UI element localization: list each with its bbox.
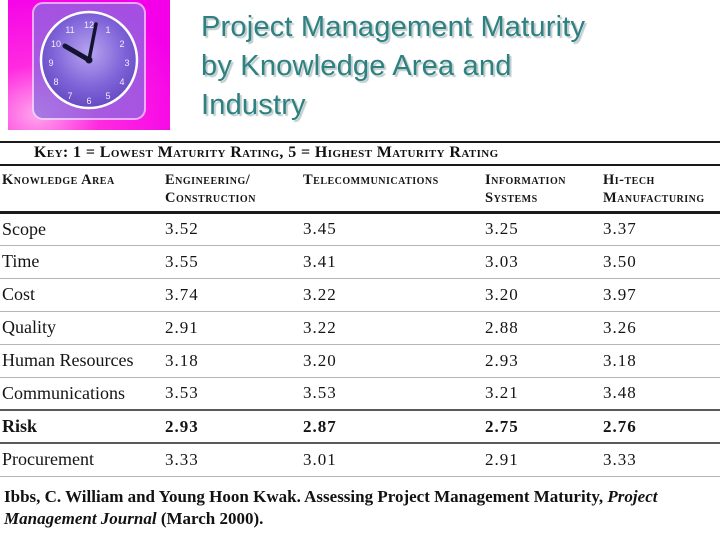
cell-value: 3.52	[163, 212, 301, 246]
row-label: Human Resources	[0, 344, 163, 378]
citation-journal-name: Project Management Journal	[4, 487, 658, 528]
svg-text:6: 6	[86, 96, 91, 106]
row-label: Communications	[0, 377, 163, 411]
title-line-2: by Knowledge Area and	[201, 50, 512, 82]
svg-text:3: 3	[124, 58, 129, 68]
cell-value: 2.76	[601, 409, 720, 444]
cell-value: 3.20	[483, 278, 601, 312]
citation-article-title: Assessing Project Management Maturity,	[304, 487, 604, 506]
row-label: Scope	[0, 212, 163, 246]
cell-value: 3.25	[483, 212, 601, 246]
svg-text:5: 5	[105, 91, 110, 101]
col-header-telecommunications: Telecommunications	[301, 167, 483, 214]
table-row-risk: Risk 2.93 2.87 2.75 2.76	[0, 409, 720, 444]
row-label: Cost	[0, 278, 163, 312]
cell-value: 3.48	[601, 377, 720, 411]
cell-value: 3.20	[301, 344, 483, 378]
table-row-time: Time 3.55 3.41 3.03 3.50	[0, 245, 720, 279]
cell-value: 3.33	[163, 443, 301, 477]
cell-value: 2.87	[301, 409, 483, 444]
table-row-communications: Communications 3.53 3.53 3.21 3.48	[0, 377, 720, 411]
citation-authors: Ibbs, C. William and Young Hoon Kwak.	[4, 487, 301, 506]
page-title: Project Management Maturity by Knowledge…	[201, 8, 711, 125]
cell-value: 2.75	[483, 409, 601, 444]
cell-value: 2.93	[163, 409, 301, 444]
cell-value: 2.91	[163, 311, 301, 345]
svg-text:10: 10	[51, 39, 61, 49]
title-line-1: Project Management Maturity	[201, 11, 586, 43]
table-row-scope: Scope 3.52 3.45 3.25 3.37	[0, 212, 720, 246]
clock-icon: 12 1 2 3 4 5 6 7 8 9 10 11	[8, 0, 170, 130]
row-label: Procurement	[0, 443, 163, 477]
col-header-hitech-manufacturing: Hi-tech Manufacturing	[601, 167, 720, 214]
title-line-3: Industry	[201, 89, 306, 121]
citation-date: (March 2000).	[160, 509, 264, 528]
clock-image: 12 1 2 3 4 5 6 7 8 9 10 11	[8, 0, 170, 130]
col-header-information-systems: Information Systems	[483, 167, 601, 214]
svg-text:1: 1	[105, 25, 110, 35]
cell-value: 3.45	[301, 212, 483, 246]
cell-value: 3.18	[163, 344, 301, 378]
table-row-procurement: Procurement 3.33 3.01 2.91 3.33	[0, 443, 720, 477]
maturity-table: Knowledge Area Engineering/ Construction…	[0, 167, 720, 477]
cell-value: 3.53	[301, 377, 483, 411]
col-header-engineering-construction: Engineering/ Construction	[163, 167, 301, 214]
svg-text:12: 12	[84, 20, 94, 30]
cell-value: 3.97	[601, 278, 720, 312]
col-header-knowledge-area: Knowledge Area	[0, 167, 163, 214]
cell-value: 3.22	[301, 278, 483, 312]
row-label: Risk	[0, 409, 163, 444]
svg-text:9: 9	[48, 58, 53, 68]
row-label: Time	[0, 245, 163, 279]
svg-text:2: 2	[119, 39, 124, 49]
cell-value: 2.93	[483, 344, 601, 378]
svg-text:8: 8	[53, 77, 58, 87]
cell-value: 3.18	[601, 344, 720, 378]
svg-text:7: 7	[67, 91, 72, 101]
citation: Ibbs, C. William and Young Hoon Kwak. As…	[4, 486, 712, 530]
cell-value: 3.41	[301, 245, 483, 279]
svg-text:11: 11	[65, 25, 74, 35]
cell-value: 3.03	[483, 245, 601, 279]
cell-value: 2.91	[483, 443, 601, 477]
cell-value: 3.74	[163, 278, 301, 312]
rating-key: Key: 1 = Lowest Maturity Rating, 5 = Hig…	[0, 141, 720, 166]
cell-value: 2.88	[483, 311, 601, 345]
table-row-cost: Cost 3.74 3.22 3.20 3.97	[0, 278, 720, 312]
cell-value: 3.50	[601, 245, 720, 279]
svg-text:4: 4	[119, 77, 124, 87]
cell-value: 3.22	[301, 311, 483, 345]
cell-value: 3.55	[163, 245, 301, 279]
table-row-human-resources: Human Resources 3.18 3.20 2.93 3.18	[0, 344, 720, 378]
cell-value: 3.33	[601, 443, 720, 477]
row-label: Quality	[0, 311, 163, 345]
cell-value: 3.01	[301, 443, 483, 477]
table-header-row: Knowledge Area Engineering/ Construction…	[0, 167, 720, 214]
table-row-quality: Quality 2.91 3.22 2.88 3.26	[0, 311, 720, 345]
cell-value: 3.53	[163, 377, 301, 411]
cell-value: 3.26	[601, 311, 720, 345]
cell-value: 3.21	[483, 377, 601, 411]
cell-value: 3.37	[601, 212, 720, 246]
